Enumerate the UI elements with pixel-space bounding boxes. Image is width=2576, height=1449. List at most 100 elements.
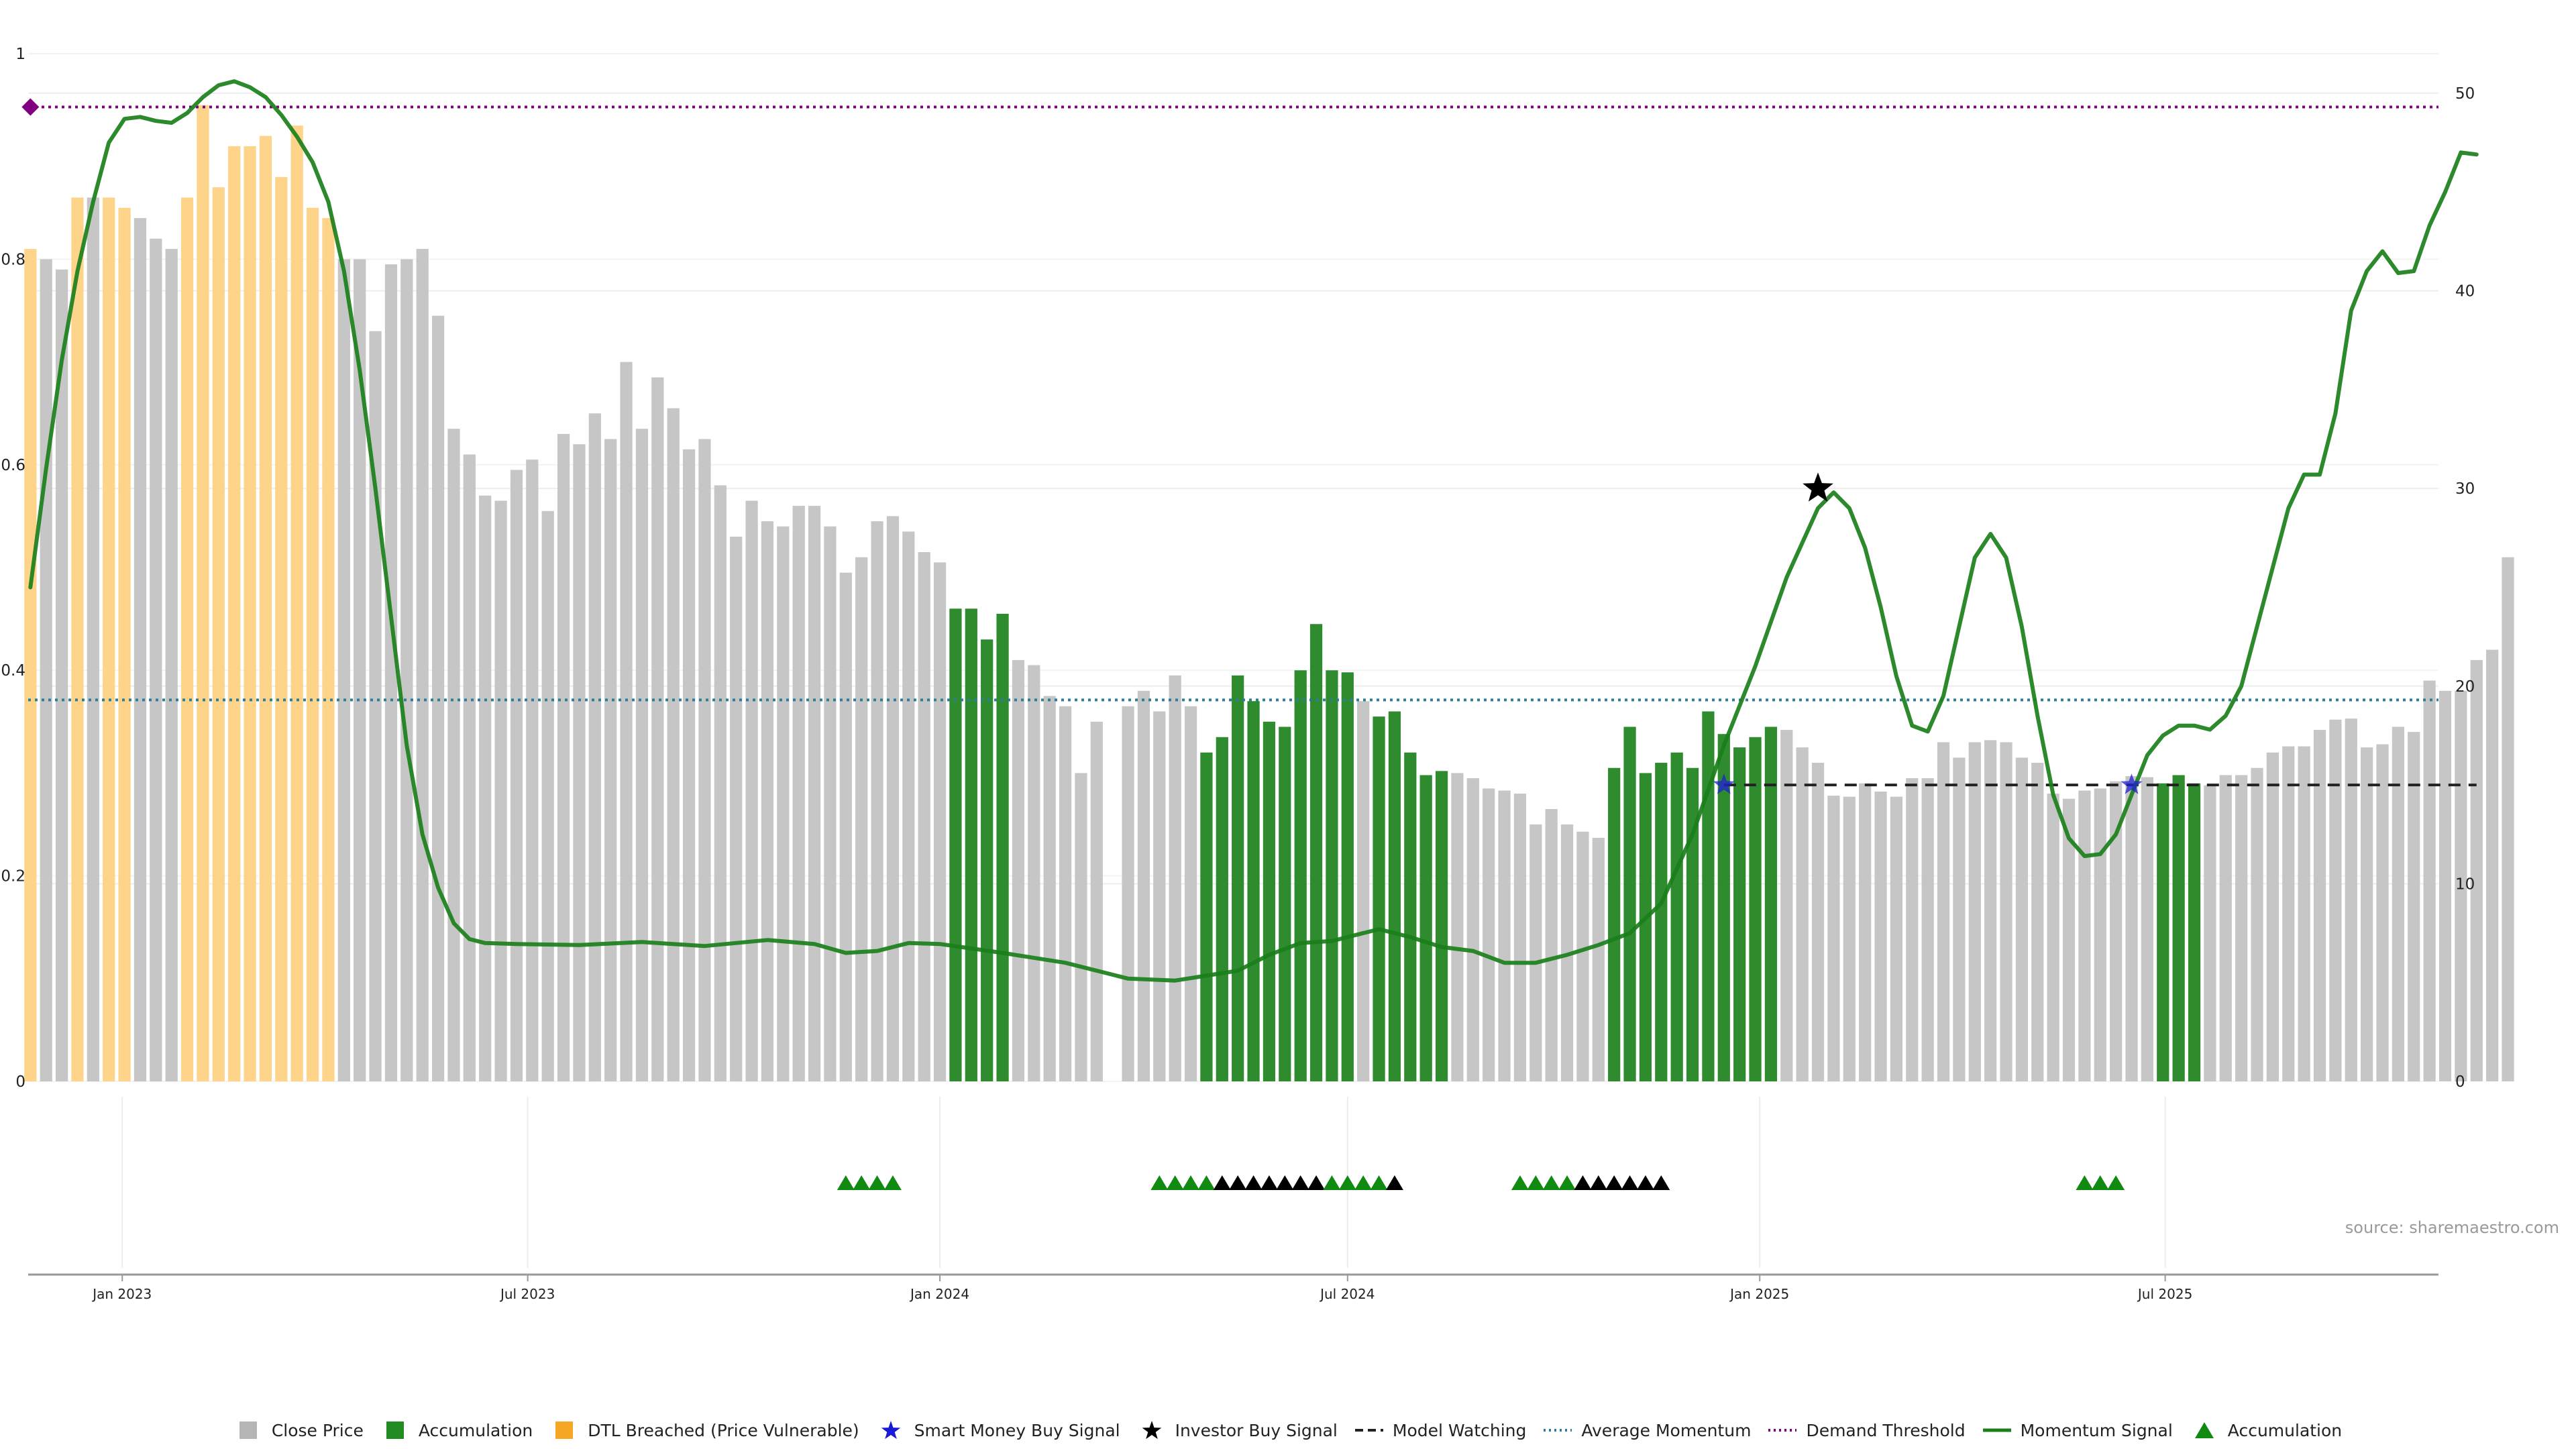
legend-item: Model Watching bbox=[1354, 1420, 1526, 1440]
close-price-bar bbox=[2502, 557, 2514, 1081]
close-price-bar bbox=[1169, 675, 1181, 1081]
close-price-bar bbox=[730, 537, 743, 1081]
close-price-bar bbox=[463, 454, 476, 1081]
close-price-bar bbox=[2438, 690, 2452, 1081]
accumulation-bar bbox=[1639, 773, 1652, 1081]
accumulation-bar bbox=[1247, 701, 1260, 1081]
legend-triangle-icon bbox=[2194, 1422, 2214, 1438]
legend-item: Accumulation bbox=[2190, 1420, 2342, 1440]
legend-dash-icon bbox=[1354, 1429, 1383, 1432]
accumulation-bar bbox=[1341, 672, 1354, 1081]
source-note: source: sharemaestro.com bbox=[2345, 1218, 2559, 1237]
close-price-bar bbox=[1890, 796, 1903, 1081]
accumulation-bar bbox=[1388, 711, 1401, 1081]
accumulation-triangle-icon bbox=[1260, 1175, 1278, 1190]
close-price-bar bbox=[2204, 785, 2216, 1081]
legend-label: Accumulation bbox=[418, 1420, 533, 1440]
accumulation-bar bbox=[1294, 670, 1307, 1081]
accumulation-bar bbox=[949, 608, 962, 1081]
close-price-bar bbox=[588, 413, 601, 1081]
close-price-bar bbox=[2015, 757, 2029, 1081]
close-price-bar bbox=[2298, 746, 2310, 1081]
close-price-bar bbox=[698, 439, 711, 1081]
legend-triangle bbox=[2194, 1422, 2214, 1438]
close-price-bar bbox=[1498, 790, 1511, 1081]
close-price-bar bbox=[526, 460, 539, 1081]
dtl-breached-bar bbox=[118, 207, 131, 1081]
accumulation-bar bbox=[1655, 763, 1668, 1081]
accumulation-bar bbox=[1749, 737, 1762, 1081]
accumulation-bar bbox=[1717, 734, 1730, 1081]
accumulation-triangle-icon bbox=[1511, 1175, 1529, 1190]
left-axis-tick-label: 0.8 bbox=[1, 251, 25, 268]
accumulation-bar bbox=[1404, 752, 1417, 1081]
accumulation-triangle-icon bbox=[1182, 1175, 1200, 1190]
close-price-bar bbox=[2376, 744, 2389, 1081]
accumulation-bar bbox=[1419, 775, 1432, 1081]
accumulation-triangle-icon bbox=[1338, 1175, 1356, 1190]
close-price-bar bbox=[1028, 665, 1040, 1081]
dtl-breached-bar bbox=[180, 197, 194, 1082]
accumulation-triangle-icon bbox=[1354, 1175, 1373, 1190]
legend-swatch bbox=[555, 1421, 574, 1439]
legend-item: Average Momentum bbox=[1544, 1420, 1751, 1440]
accumulation-bar bbox=[1670, 752, 1683, 1081]
accumulation-triangle-icon bbox=[1574, 1175, 1592, 1190]
legend-item: Close Price bbox=[234, 1420, 364, 1440]
legend-star-icon bbox=[881, 1421, 900, 1440]
close-price-bar bbox=[1576, 831, 1589, 1081]
legend-square-icon bbox=[386, 1421, 404, 1439]
close-price-bar bbox=[918, 552, 930, 1081]
dtl-breached-bar bbox=[24, 249, 37, 1082]
investor-buy-star-icon bbox=[1803, 472, 1833, 502]
close-price-bar bbox=[431, 315, 445, 1081]
close-price-bar bbox=[682, 449, 696, 1081]
close-price-bar bbox=[635, 429, 649, 1081]
smart-money-buy-star-icon bbox=[1713, 773, 1735, 794]
legend-label: DTL Breached (Price Vulnerable) bbox=[588, 1420, 859, 1440]
dtl-breached-bar bbox=[275, 176, 288, 1082]
right-axis-tick-label: 40 bbox=[2455, 283, 2475, 301]
left-axis-tick-label: 0 bbox=[15, 1073, 25, 1091]
legend-label: Accumulation bbox=[2227, 1420, 2343, 1440]
close-price-bar bbox=[1122, 706, 1134, 1081]
legend-dot-icon bbox=[1768, 1429, 1797, 1432]
legend-item: Momentum Signal bbox=[1982, 1420, 2173, 1440]
x-axis-tick-label: Jan 2023 bbox=[91, 1286, 152, 1302]
close-price-bar bbox=[573, 444, 586, 1081]
close-price-bar bbox=[714, 485, 727, 1081]
close-price-bar bbox=[886, 516, 900, 1081]
legend-square-icon bbox=[239, 1421, 257, 1439]
accumulation-bar bbox=[2188, 783, 2201, 1081]
close-price-bar bbox=[2455, 690, 2467, 1081]
close-price-bar bbox=[165, 249, 178, 1082]
close-price-bar bbox=[1466, 778, 1479, 1081]
close-price-bar bbox=[40, 259, 52, 1081]
close-price-bar bbox=[761, 521, 774, 1081]
close-price-bar bbox=[620, 362, 633, 1081]
smart-money-buy-star-icon bbox=[2121, 773, 2143, 794]
close-price-bar bbox=[1811, 763, 1825, 1081]
accumulation-bar bbox=[996, 613, 1009, 1081]
close-price-bar bbox=[824, 526, 837, 1081]
legend-square-icon bbox=[555, 1421, 574, 1439]
accumulation-triangle-icon bbox=[1166, 1175, 1184, 1190]
accumulation-bar bbox=[1279, 727, 1291, 1081]
close-price-bar bbox=[1780, 730, 1793, 1081]
accumulation-bar bbox=[1764, 727, 1778, 1081]
close-price-bar bbox=[133, 218, 147, 1081]
accumulation-triangle-icon bbox=[883, 1175, 902, 1190]
x-axis-tick-label: Jul 2023 bbox=[499, 1286, 555, 1302]
momentum-signal-line bbox=[28, 79, 2479, 983]
accumulation-triangle-icon bbox=[1229, 1175, 1247, 1190]
left-axis-tick-label: 1 bbox=[15, 46, 25, 63]
close-price-bar bbox=[1012, 659, 1025, 1081]
accumulation-triangle-icon bbox=[1323, 1175, 1341, 1190]
close-price-bar bbox=[1043, 696, 1056, 1081]
close-price-bar bbox=[337, 259, 350, 1081]
accumulation-bar bbox=[1373, 716, 1385, 1081]
accumulation-triangle-icon bbox=[853, 1175, 871, 1190]
accumulation-triangle-icon bbox=[2091, 1175, 2109, 1190]
legend-label: Smart Money Buy Signal bbox=[914, 1420, 1120, 1440]
close-price-bar bbox=[1937, 742, 1950, 1081]
